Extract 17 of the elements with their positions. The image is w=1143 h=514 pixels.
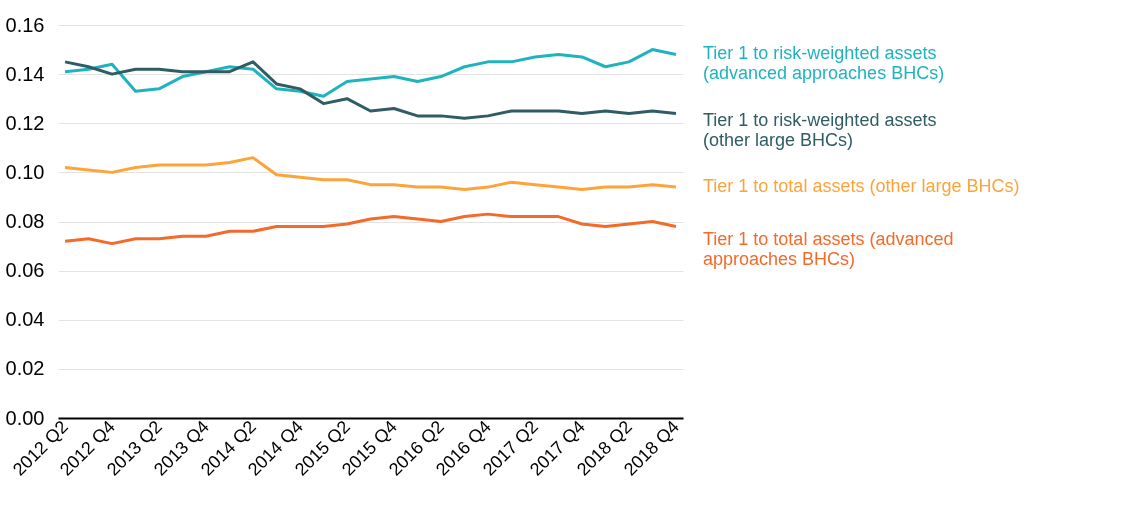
series-label: Tier 1 to risk-weighted assets (other large BHCs) bbox=[703, 110, 937, 151]
series-label: Tier 1 to risk-weighted assets (advanced approaches BHCs) bbox=[703, 43, 945, 84]
y-tick-label: 0.06 bbox=[5, 259, 45, 282]
series-label: Tier 1 to total assets (advanced approaches BHCs) bbox=[703, 229, 954, 270]
line-series bbox=[63, 48, 678, 98]
y-tick-label: 0.08 bbox=[5, 210, 45, 232]
y-tick-label: 0.16 bbox=[5, 13, 45, 36]
y-tick-label: 0.04 bbox=[5, 308, 45, 331]
y-tick-label: 0.00 bbox=[5, 406, 45, 429]
line-series bbox=[63, 212, 678, 246]
series-label: Tier 1 to total assets (other large BHCs) bbox=[703, 176, 1020, 197]
y-tick-label: 0.02 bbox=[5, 357, 45, 380]
y-tick-label: 0.10 bbox=[5, 160, 45, 183]
line-series bbox=[63, 156, 678, 192]
y-tick-label: 0.12 bbox=[5, 111, 45, 134]
line-series bbox=[63, 60, 678, 120]
y-tick-label: 0.14 bbox=[5, 62, 45, 85]
